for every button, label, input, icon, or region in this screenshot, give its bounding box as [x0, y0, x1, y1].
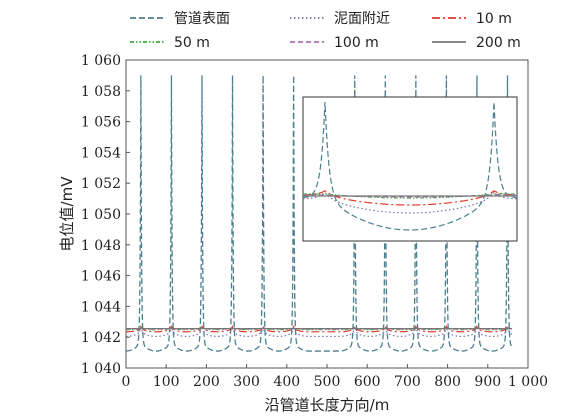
y-tick-label: 1 048 — [81, 238, 121, 254]
legend-item: 50 m — [130, 35, 210, 51]
inset-series-line — [302, 191, 518, 214]
legend-item: 管道表面 — [130, 11, 230, 27]
inset-series-line — [302, 101, 518, 231]
legend-label: 50 m — [174, 35, 210, 51]
legend-label: 泥面附近 — [334, 11, 390, 27]
x-tick-label: 200 — [193, 374, 220, 390]
legend-label: 10 m — [476, 11, 512, 27]
series-line — [125, 75, 513, 352]
y-tick-label: 1 054 — [81, 145, 121, 161]
y-axis-ticks: 1 040 1 042 1 044 1 046 1 048 1 050 1 052 1 054… — [81, 53, 130, 377]
series-group — [125, 75, 513, 352]
legend: 管道表面 泥面附近 10 m 50 m 100 m 200 m — [130, 11, 521, 51]
inset-zoom — [302, 96, 518, 242]
y-tick-label: 1 046 — [81, 269, 121, 285]
x-tick-label: 500 — [314, 374, 341, 390]
y-tick-label: 1 060 — [81, 53, 121, 69]
legend-label: 100 m — [334, 35, 379, 51]
y-tick-label: 1 058 — [81, 84, 121, 100]
inset-frame — [302, 96, 518, 242]
legend-label: 200 m — [476, 35, 521, 51]
y-tick-label: 1 040 — [81, 361, 121, 377]
x-axis-ticks: 0 100 200 300 400 500 600 700 800 900 1 000 — [122, 364, 548, 390]
x-tick-label: 300 — [233, 374, 260, 390]
x-tick-label: 0 — [122, 374, 131, 390]
y-tick-label: 1 052 — [81, 176, 121, 192]
y-axis-label: 电位值/mV — [58, 176, 76, 252]
y-tick-label: 1 044 — [81, 299, 121, 315]
x-tick-label: 1 000 — [508, 374, 548, 390]
y-tick-label: 1 056 — [81, 115, 121, 131]
inset-series-line — [302, 190, 518, 206]
legend-item: 10 m — [432, 11, 512, 27]
legend-label: 管道表面 — [174, 11, 230, 27]
legend-item: 200 m — [432, 35, 521, 51]
x-tick-label: 700 — [394, 374, 421, 390]
series-line — [125, 326, 513, 338]
legend-item: 100 m — [290, 35, 379, 51]
y-tick-label: 1 042 — [81, 330, 121, 346]
legend-item: 泥面附近 — [290, 11, 390, 27]
x-tick-label: 600 — [354, 374, 381, 390]
x-tick-label: 800 — [434, 374, 461, 390]
x-tick-label: 100 — [153, 374, 180, 390]
x-tick-label: 900 — [474, 374, 501, 390]
y-tick-label: 1 050 — [81, 207, 121, 223]
x-tick-label: 400 — [273, 374, 300, 390]
x-axis-label: 沿管道长度方向/m — [265, 396, 390, 414]
